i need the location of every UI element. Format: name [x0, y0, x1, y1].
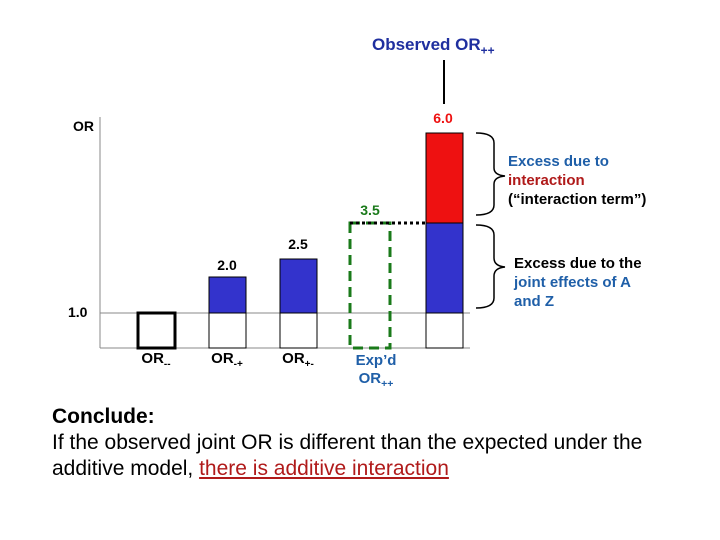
interaction-brace — [475, 132, 506, 216]
bar-observed-interaction — [425, 132, 464, 224]
bar-observed-joint — [425, 222, 464, 314]
observed-or-label: Observed OR++ — [372, 35, 495, 58]
bar-or01-base — [208, 312, 247, 349]
bar-or10 — [279, 258, 318, 314]
joint-annotation-line3: and Z — [514, 293, 554, 310]
bar-or01 — [208, 276, 247, 314]
category-label-or10: OR+- — [282, 350, 314, 370]
joint-annotation-line1: Excess due to the — [514, 255, 642, 272]
interaction-annotation-line3: (“interaction term”) — [508, 191, 647, 208]
bar-observed-base — [425, 312, 464, 349]
joint-annotation-line2: joint effects of A — [514, 274, 631, 291]
category-label-or01: OR-+ — [211, 350, 243, 370]
bar-or00-base — [136, 311, 177, 350]
interaction-annotation: Excess due to interaction (“interaction … — [508, 152, 646, 209]
conclusion-text: If the observed joint OR is different th… — [52, 431, 643, 480]
value-label-observed: 6.0 — [433, 110, 453, 126]
bar-or10-base — [279, 312, 318, 349]
baseline-label: 1.0 — [68, 304, 88, 320]
category-label-or00: OR-- — [141, 350, 170, 370]
conclusion-highlight: there is additive interaction — [199, 457, 449, 480]
interaction-annotation-line1: Excess due to — [508, 153, 609, 170]
value-label-or10: 2.5 — [288, 236, 308, 252]
joint-effects-annotation: Excess due to the joint effects of A and… — [514, 254, 642, 311]
interaction-annotation-line2: interaction — [508, 172, 585, 189]
value-label-expected: 3.5 — [360, 202, 380, 218]
y-axis-label: OR — [73, 118, 94, 134]
bar-expected — [348, 221, 392, 350]
conclusion-block: Conclude: If the observed joint OR is di… — [52, 404, 692, 482]
category-label-expected: Exp’d OR++ — [355, 352, 397, 390]
joint-effects-brace — [475, 224, 506, 309]
value-label-or01: 2.0 — [217, 257, 237, 273]
conclusion-heading: Conclude: — [52, 405, 155, 428]
